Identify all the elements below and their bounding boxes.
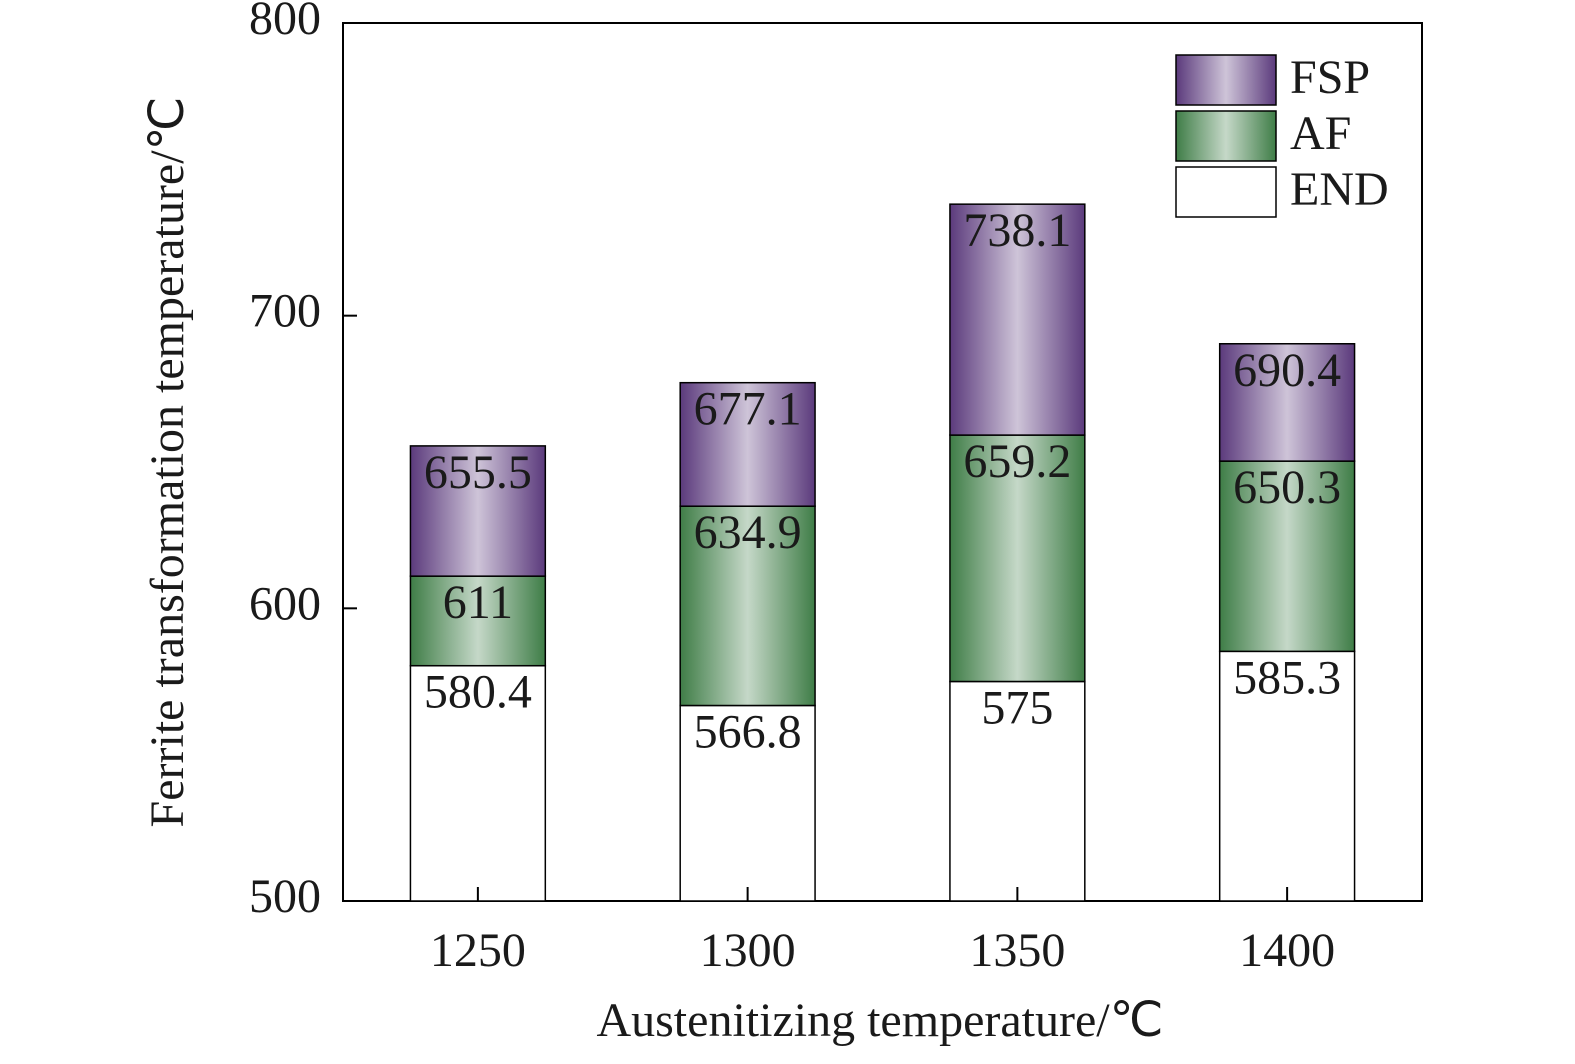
plot-frame: [342, 22, 1423, 902]
bar-segment: [1218, 460, 1356, 653]
legend-label: AF: [1290, 107, 1351, 160]
data-label: 655.5: [424, 446, 532, 499]
data-label: 634.9: [694, 506, 802, 559]
bar-segment: [949, 203, 1086, 436]
y-tick-label: 500: [249, 870, 321, 923]
y-tick-label: 700: [249, 285, 321, 338]
y-axis-title: Ferrite transformation temperature/℃: [141, 97, 194, 828]
y-tick-label: 800: [249, 0, 321, 45]
data-label: 566.8: [694, 706, 802, 759]
x-tick-label: 1350: [969, 924, 1065, 977]
legend-swatch: [1175, 110, 1277, 162]
y-tick-label: 600: [249, 577, 321, 630]
data-label: 650.3: [1233, 461, 1341, 514]
bar-segment: [1218, 650, 1356, 902]
bar-segment: [409, 664, 547, 902]
bar-segment: [679, 704, 816, 902]
data-label: 738.1: [963, 204, 1071, 257]
x-tick-label: 1250: [430, 924, 526, 977]
data-label: 585.3: [1233, 651, 1341, 704]
bar-segment: [409, 445, 547, 577]
x-tick-label: 1400: [1239, 924, 1335, 977]
bar-segment: [949, 680, 1086, 902]
bar-segment: [1218, 343, 1356, 462]
legend-swatch: [1175, 54, 1277, 106]
x-tick-label: 1300: [700, 924, 796, 977]
data-label: 659.2: [963, 435, 1071, 488]
bar-segment: [949, 434, 1086, 683]
data-label: 575: [981, 682, 1053, 735]
x-axis-title: Austenitizing temperature/℃: [596, 994, 1163, 1047]
bar-segment: [679, 381, 816, 507]
legend-label: END: [1290, 163, 1389, 216]
data-label: 611: [443, 576, 513, 629]
data-label: 677.1: [694, 383, 802, 436]
legend-swatch: [1175, 166, 1277, 218]
legend-label: FSP: [1290, 51, 1370, 104]
data-label: 580.4: [424, 666, 532, 719]
data-label: 690.4: [1233, 344, 1341, 397]
bar-segment: [679, 505, 816, 707]
